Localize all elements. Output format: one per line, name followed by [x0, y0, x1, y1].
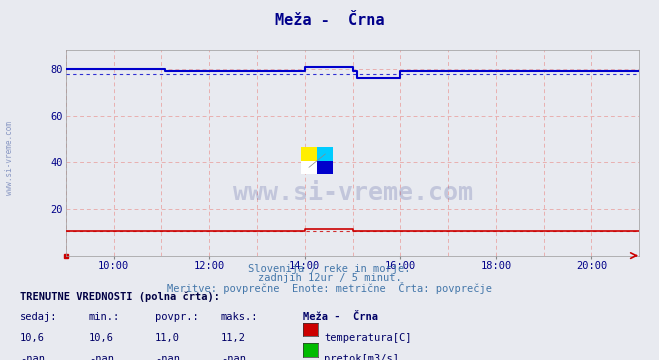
Text: sedaj:: sedaj:: [20, 312, 57, 323]
Text: www.si-vreme.com: www.si-vreme.com: [5, 121, 14, 195]
Text: zadnjih 12ur / 5 minut.: zadnjih 12ur / 5 minut.: [258, 273, 401, 283]
Bar: [301, 161, 317, 174]
Text: -nan: -nan: [221, 354, 246, 360]
Text: 10,6: 10,6: [89, 333, 114, 343]
Text: -nan: -nan: [89, 354, 114, 360]
Text: TRENUTNE VREDNOSTI (polna črta):: TRENUTNE VREDNOSTI (polna črta):: [20, 292, 219, 302]
Text: Slovenija / reke in morje.: Slovenija / reke in morje.: [248, 264, 411, 274]
Bar: [317, 147, 333, 161]
Text: -nan: -nan: [20, 354, 45, 360]
Bar: [317, 161, 333, 174]
Text: 10,6: 10,6: [20, 333, 45, 343]
Text: pretok[m3/s]: pretok[m3/s]: [324, 354, 399, 360]
Text: min.:: min.:: [89, 312, 120, 323]
Text: Meritve: povprečne  Enote: metrične  Črta: povprečje: Meritve: povprečne Enote: metrične Črta:…: [167, 282, 492, 294]
Text: povpr.:: povpr.:: [155, 312, 198, 323]
Bar: [301, 147, 317, 161]
Text: temperatura[C]: temperatura[C]: [324, 333, 412, 343]
Text: maks.:: maks.:: [221, 312, 258, 323]
Text: Meža -  Črna: Meža - Črna: [275, 13, 384, 28]
Text: www.si-vreme.com: www.si-vreme.com: [233, 181, 473, 204]
Text: 11,0: 11,0: [155, 333, 180, 343]
Text: 11,2: 11,2: [221, 333, 246, 343]
Text: -nan: -nan: [155, 354, 180, 360]
Text: Meža -  Črna: Meža - Črna: [303, 312, 378, 323]
